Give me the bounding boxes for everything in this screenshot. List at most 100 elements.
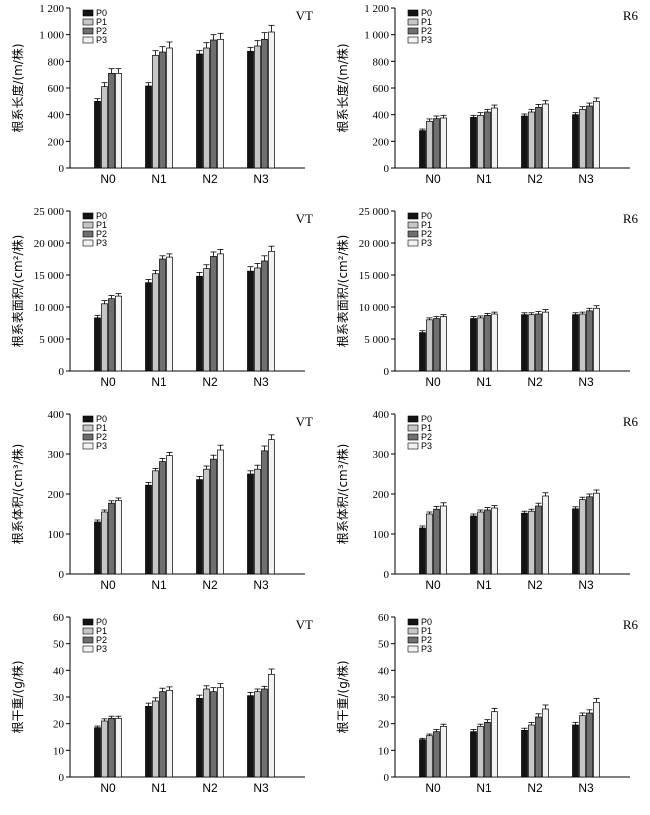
y-tick-label: 300 xyxy=(373,449,390,461)
bar xyxy=(579,715,586,778)
bar xyxy=(528,111,535,169)
y-tick-label: 400 xyxy=(48,110,65,122)
bar xyxy=(152,273,159,372)
bar xyxy=(542,103,549,169)
y-tick-label: 0 xyxy=(59,366,65,378)
legend-label: P3 xyxy=(96,441,107,451)
bar xyxy=(94,317,101,372)
bar xyxy=(484,721,491,778)
bar xyxy=(542,311,549,372)
bar xyxy=(94,521,101,575)
bar xyxy=(586,712,593,778)
y-axis-label: 根系体积/(cm³/株) xyxy=(335,444,350,545)
y-tick-label: 20 xyxy=(378,719,390,731)
bar xyxy=(426,319,433,372)
bar xyxy=(433,508,440,575)
bar xyxy=(261,688,268,778)
x-tick-label: N3 xyxy=(578,375,594,389)
x-tick-label: N2 xyxy=(527,375,543,389)
bar xyxy=(535,106,542,169)
bar xyxy=(572,114,579,169)
bar xyxy=(419,739,426,778)
legend-swatch xyxy=(82,627,94,635)
legend-swatch xyxy=(407,636,419,644)
bar xyxy=(572,724,579,778)
bar xyxy=(491,711,498,778)
legend-swatch xyxy=(82,442,94,450)
bar xyxy=(261,38,268,169)
bar xyxy=(470,515,477,575)
legend-label: P1 xyxy=(96,626,107,636)
y-tick-label: 0 xyxy=(384,163,390,175)
bar xyxy=(426,735,433,778)
x-tick-label: N2 xyxy=(527,172,543,186)
y-axis-label: 根系长度/(m/株) xyxy=(335,43,350,132)
legend-label: P3 xyxy=(96,35,107,45)
x-tick-label: N3 xyxy=(253,172,269,186)
stage-tag: R6 xyxy=(623,414,639,429)
bar xyxy=(521,729,528,778)
chart-panel-vt-root-volume: 0 100 200 300 400 根系体积/(cm³/株) N0 N1 N2 N3 P0 P1 P2 P… xyxy=(0,406,325,609)
legend-swatch xyxy=(82,9,94,17)
legend-label: P3 xyxy=(421,441,432,451)
bar xyxy=(268,31,275,169)
y-tick-label: 30 xyxy=(378,692,390,704)
x-tick-label: N3 xyxy=(253,375,269,389)
bar xyxy=(593,307,600,372)
bar xyxy=(115,295,122,372)
bar xyxy=(210,256,217,372)
bar xyxy=(108,717,115,778)
y-tick-label: 30 xyxy=(53,692,65,704)
bar xyxy=(477,114,484,169)
bar xyxy=(166,689,173,778)
x-tick-label: N3 xyxy=(253,578,269,592)
bar xyxy=(254,267,261,372)
bar xyxy=(593,492,600,575)
bar xyxy=(586,496,593,575)
legend-swatch xyxy=(82,618,94,626)
x-tick-label: N1 xyxy=(476,375,492,389)
bar xyxy=(528,314,535,372)
bar xyxy=(535,716,542,778)
legend-swatch xyxy=(407,433,419,441)
bar xyxy=(159,258,166,372)
legend-label: P2 xyxy=(96,26,107,36)
y-tick-label: 15 000 xyxy=(34,270,65,282)
legend-swatch xyxy=(407,645,419,653)
bar xyxy=(593,701,600,778)
chart-svg: 0 5 000 10 000 15 000 20 000 25 000 根系表面积/(cm²… xyxy=(335,206,638,389)
chart-panel-vt-root-surface-area: 0 5 000 10 000 15 000 20 000 25 000 根系表面积/(cm²… xyxy=(0,203,325,406)
bar xyxy=(254,45,261,169)
legend-swatch xyxy=(407,212,419,220)
legend-label: P0 xyxy=(96,211,107,221)
bar xyxy=(477,317,484,372)
legend-swatch xyxy=(82,433,94,441)
bar xyxy=(477,511,484,575)
legend-swatch xyxy=(407,221,419,229)
bar xyxy=(203,47,210,169)
bar xyxy=(210,691,217,778)
y-axis-label: 根干重/(g/株) xyxy=(335,660,350,733)
y-tick-label: 50 xyxy=(378,639,390,651)
legend-label: P1 xyxy=(96,423,107,433)
legend-swatch xyxy=(82,415,94,423)
y-axis-label: 根系表面积/(cm²/株) xyxy=(335,235,350,348)
bar xyxy=(152,470,159,575)
y-tick-label: 1 000 xyxy=(364,30,389,42)
bar xyxy=(159,51,166,169)
y-tick-label: 300 xyxy=(48,449,65,461)
bar xyxy=(101,720,108,778)
x-tick-label: N2 xyxy=(527,578,543,592)
x-tick-label: N2 xyxy=(202,375,218,389)
y-axis-label: 根系长度/(m/株) xyxy=(10,43,25,132)
y-tick-label: 40 xyxy=(378,665,390,677)
bar xyxy=(217,687,224,778)
bar xyxy=(196,275,203,372)
chart-panel-r6-root-volume: 0 100 200 300 400 根系体积/(cm³/株) N0 N1 N2 N3 P0 P1 P2 P… xyxy=(325,406,650,609)
bar xyxy=(521,314,528,372)
legend-label: P2 xyxy=(421,229,432,239)
y-tick-label: 0 xyxy=(384,569,390,581)
chart-svg: 0 100 200 300 400 根系体积/(cm³/株) N0 N1 N2 N3 P0P1P2P… xyxy=(335,409,639,592)
